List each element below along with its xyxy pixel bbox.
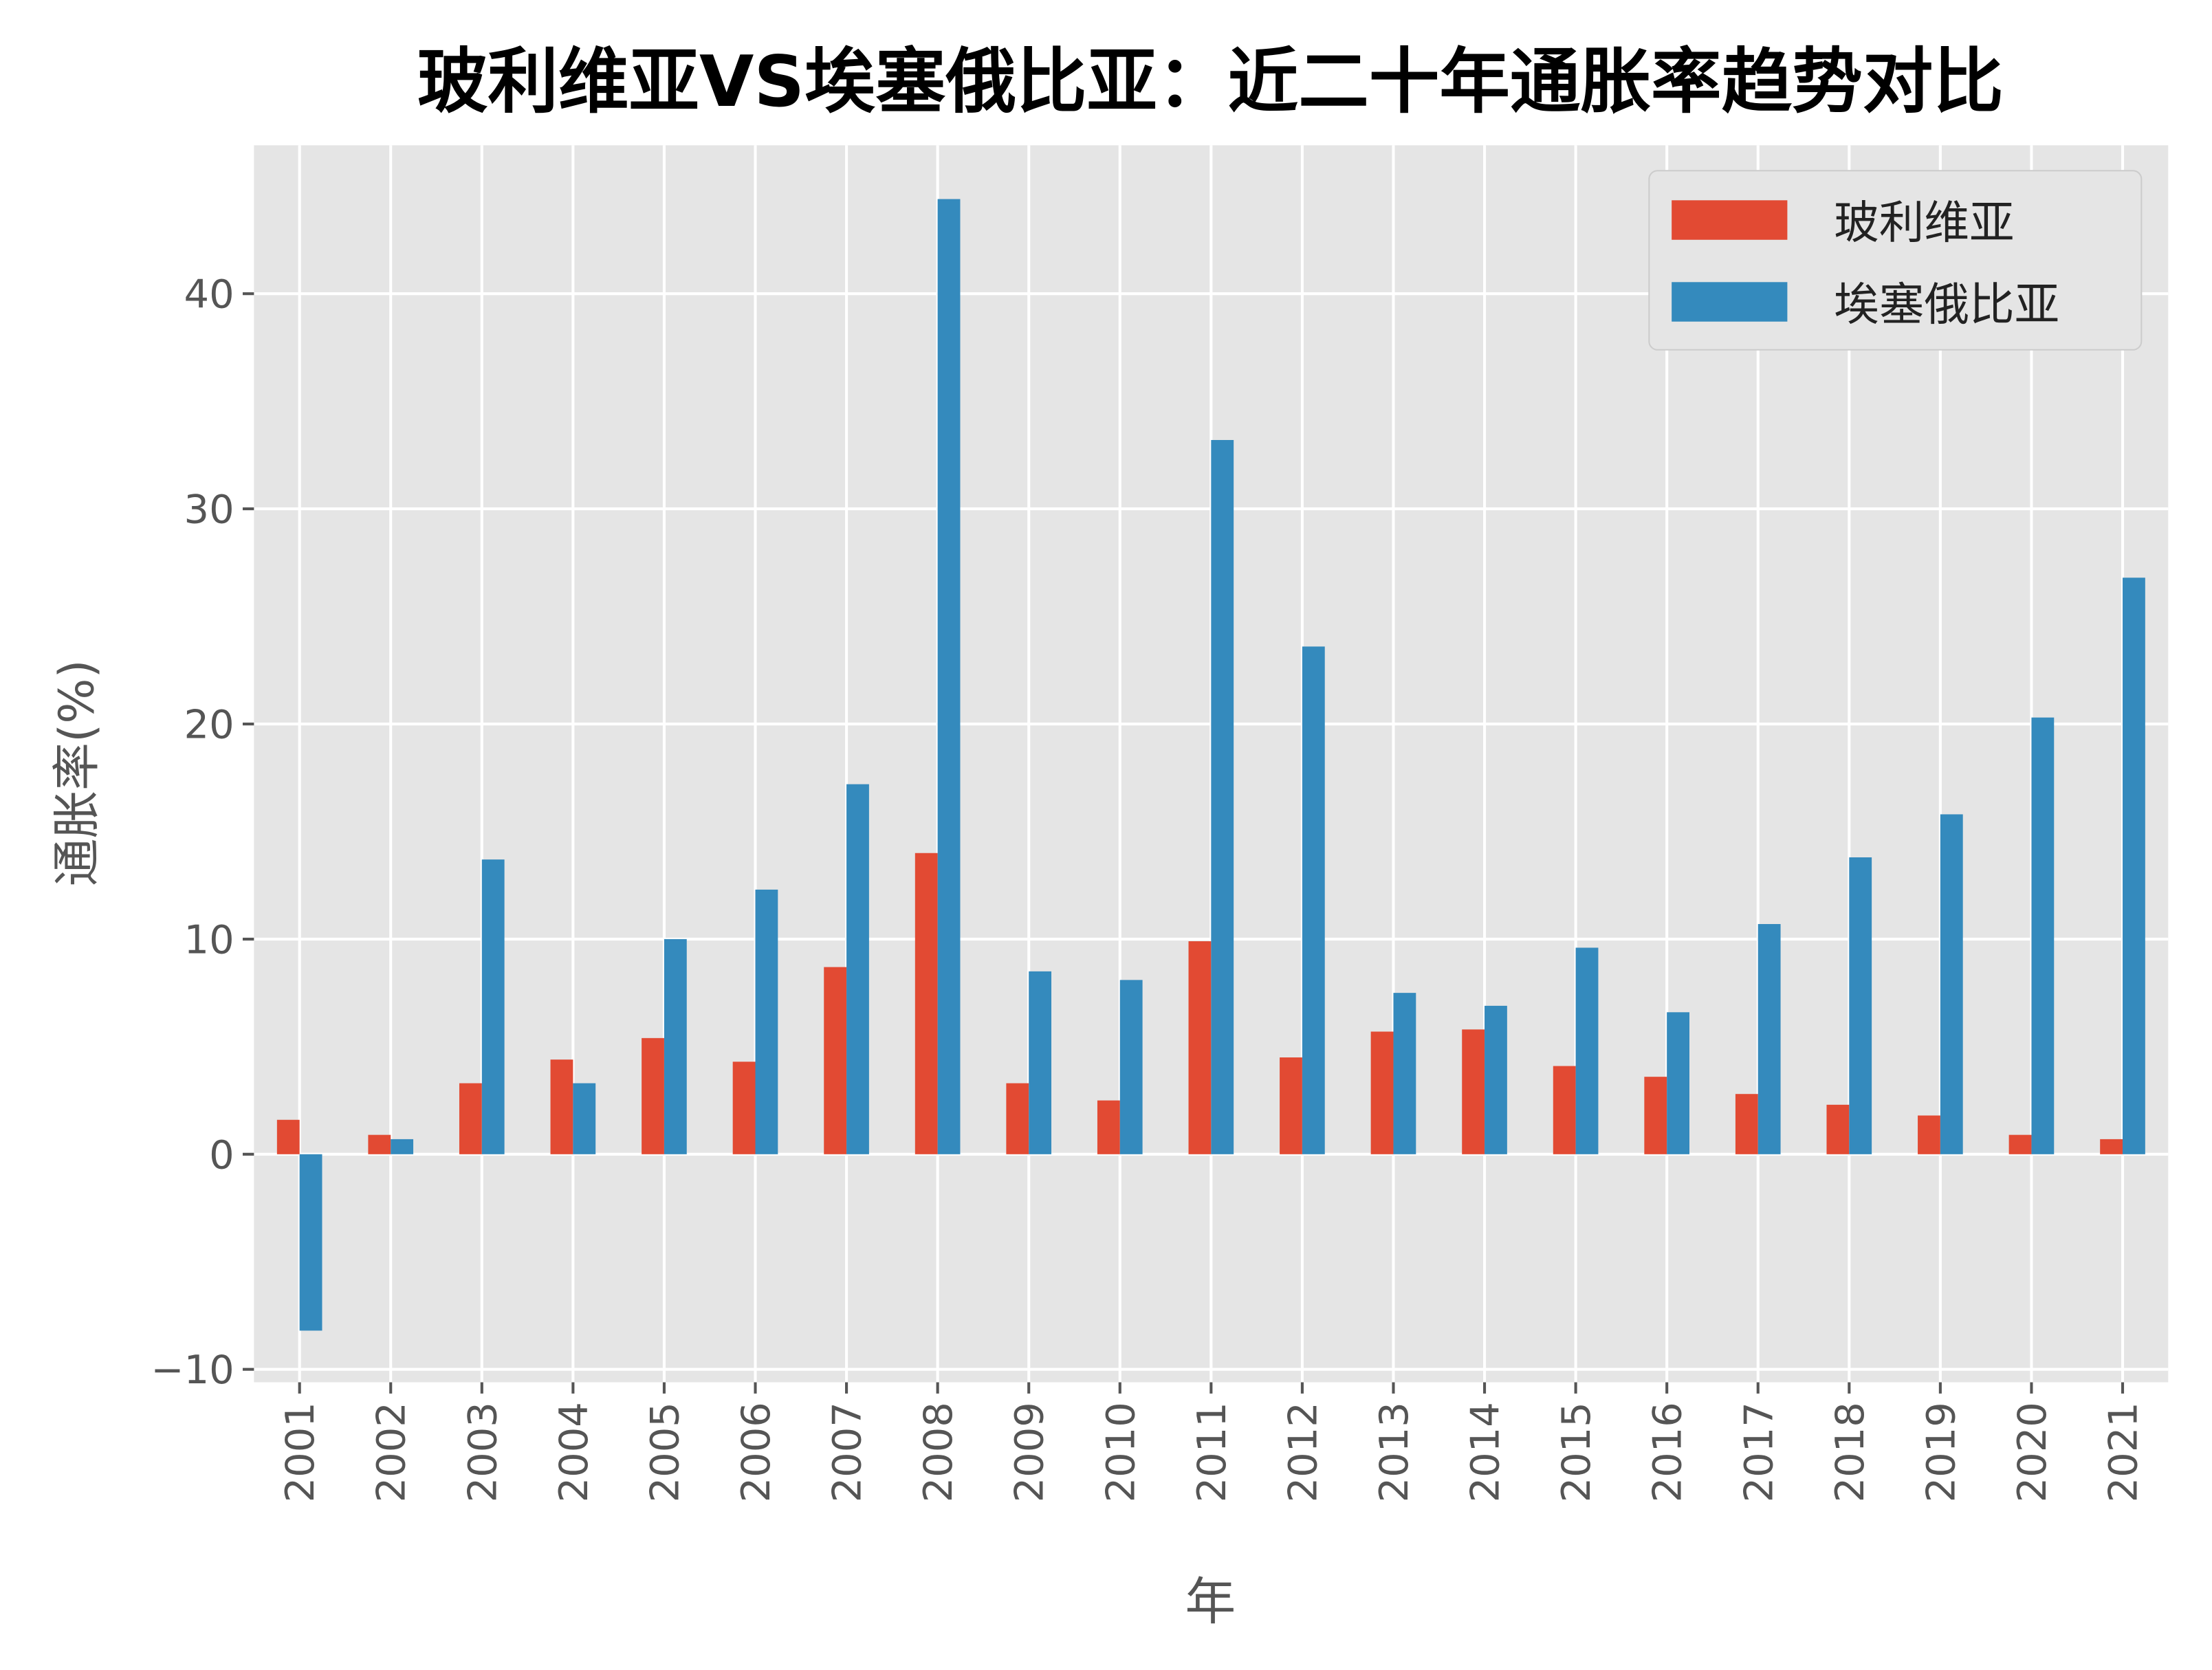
x-tick-label: 2007: [824, 1402, 870, 1502]
bar-ethiopia-2019: [1940, 814, 1963, 1154]
x-tick-label: 2015: [1553, 1402, 1599, 1502]
bar-bolivia-2009: [1006, 1083, 1029, 1154]
x-tick-label: 2006: [733, 1402, 779, 1502]
bar-ethiopia-2004: [573, 1083, 596, 1154]
x-tick-label: 2009: [1007, 1402, 1053, 1502]
x-tick-label: 2004: [551, 1402, 597, 1502]
x-tick-label: 2016: [1645, 1402, 1691, 1502]
bar-ethiopia-2010: [1119, 980, 1143, 1154]
bar-bolivia-2019: [1918, 1115, 1940, 1154]
bar-bolivia-2011: [1188, 941, 1212, 1154]
bar-ethiopia-2014: [1485, 1005, 1507, 1154]
legend-label-bolivia: 玻利维亚: [1834, 197, 2015, 250]
x-tick-label: 2010: [1097, 1402, 1143, 1502]
legend-swatch-ethiopia: [1672, 282, 1788, 322]
y-tick-label: 20: [184, 702, 234, 748]
x-tick-label: 2020: [2009, 1402, 2055, 1502]
legend-swatch-bolivia: [1672, 200, 1788, 240]
bar-bolivia-2013: [1370, 1031, 1394, 1154]
bar-ethiopia-2021: [2123, 578, 2145, 1154]
bar-ethiopia-2017: [1757, 924, 1781, 1154]
chart-title: 玻利维亚VS埃塞俄比亚：近二十年通胀率趋势对比: [417, 41, 2004, 123]
bar-ethiopia-2015: [1575, 947, 1599, 1154]
bar-ethiopia-2013: [1393, 993, 1416, 1154]
x-tick-label: 2017: [1735, 1402, 1782, 1502]
x-tick-label: 2003: [459, 1402, 505, 1502]
bar-bolivia-2010: [1097, 1100, 1120, 1154]
bar-ethiopia-2007: [846, 784, 869, 1154]
bar-bolivia-2017: [1735, 1094, 1758, 1154]
x-tick-label: 2018: [1827, 1402, 1873, 1502]
bar-ethiopia-2001: [299, 1154, 322, 1331]
bar-bolivia-2014: [1462, 1029, 1485, 1154]
bar-bolivia-2008: [915, 853, 938, 1154]
x-tick-label: 2008: [915, 1402, 961, 1502]
bar-ethiopia-2011: [1211, 439, 1234, 1154]
x-tick-label: 2014: [1463, 1402, 1509, 1502]
x-tick-label: 2005: [642, 1402, 688, 1502]
bar-bolivia-2018: [1826, 1104, 1850, 1154]
bar-bolivia-2020: [2008, 1134, 2032, 1154]
y-axis-label: 通胀率(%): [50, 659, 105, 886]
x-tick-label: 2013: [1371, 1402, 1417, 1502]
bar-bolivia-2004: [550, 1059, 573, 1154]
x-tick-label: 2002: [369, 1402, 415, 1502]
bar-ethiopia-2009: [1029, 971, 1052, 1154]
bar-bolivia-2021: [2100, 1139, 2123, 1154]
bar-ethiopia-2006: [755, 889, 778, 1154]
x-tick-label: 2012: [1280, 1402, 1326, 1502]
bar-bolivia-2007: [824, 967, 847, 1154]
bar-bolivia-2003: [459, 1083, 482, 1154]
bar-bolivia-2015: [1553, 1066, 1576, 1154]
legend: 玻利维亚 埃塞俄比亚: [1648, 170, 2143, 351]
y-tick-label: 40: [184, 272, 234, 318]
bar-bolivia-2012: [1280, 1057, 1302, 1154]
y-tick-label: 0: [209, 1132, 234, 1178]
x-axis-label: 年: [1185, 1572, 1236, 1631]
legend-label-ethiopia: 埃塞俄比亚: [1834, 279, 2059, 331]
bar-ethiopia-2018: [1849, 857, 1872, 1154]
bar-bolivia-2006: [732, 1062, 756, 1154]
y-tick-label: −10: [151, 1347, 234, 1393]
bar-ethiopia-2003: [481, 859, 505, 1154]
x-tick-label: 2021: [2101, 1402, 2147, 1502]
y-tick-label: 10: [184, 916, 234, 963]
bar-ethiopia-2016: [1667, 1012, 1689, 1154]
bar-bolivia-2001: [276, 1119, 300, 1154]
x-tick-label: 2019: [1918, 1402, 1964, 1502]
bar-ethiopia-2008: [937, 199, 961, 1154]
bar-bolivia-2016: [1644, 1077, 1667, 1154]
bar-bolivia-2002: [368, 1134, 391, 1154]
x-tick-label: 2011: [1189, 1402, 1235, 1502]
bar-ethiopia-2012: [1302, 646, 1325, 1154]
bar-bolivia-2005: [642, 1037, 664, 1154]
bar-ethiopia-2002: [391, 1139, 414, 1154]
x-tick-label: 2001: [277, 1402, 323, 1502]
bar-ethiopia-2020: [2031, 717, 2055, 1154]
y-tick-label: 30: [184, 487, 234, 533]
bar-ethiopia-2005: [664, 938, 687, 1154]
